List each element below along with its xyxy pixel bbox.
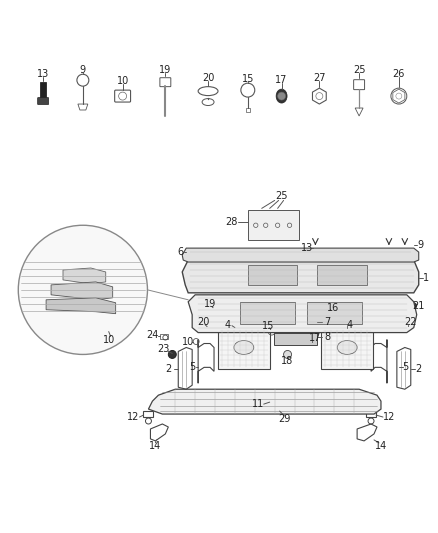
Text: 15: 15 xyxy=(261,321,274,330)
Text: 14: 14 xyxy=(375,441,387,451)
Bar xyxy=(160,334,168,338)
Ellipse shape xyxy=(337,341,357,354)
Bar xyxy=(274,318,318,329)
Text: 24: 24 xyxy=(146,329,159,340)
Bar xyxy=(246,108,250,112)
Text: 10: 10 xyxy=(182,336,194,346)
Text: 2: 2 xyxy=(416,365,422,374)
Polygon shape xyxy=(182,248,419,262)
Ellipse shape xyxy=(276,89,287,103)
Text: 23: 23 xyxy=(157,344,170,354)
Bar xyxy=(307,302,362,324)
Circle shape xyxy=(402,325,408,330)
Circle shape xyxy=(278,92,286,100)
Text: 13: 13 xyxy=(301,243,314,253)
Text: 5: 5 xyxy=(402,362,408,373)
Circle shape xyxy=(18,225,148,354)
Text: 6: 6 xyxy=(177,247,184,257)
Text: 14: 14 xyxy=(149,441,162,451)
Bar xyxy=(218,328,270,369)
Text: 29: 29 xyxy=(279,414,291,424)
Bar xyxy=(321,328,373,369)
Text: 2: 2 xyxy=(165,365,171,374)
Circle shape xyxy=(283,351,292,358)
Bar xyxy=(248,211,300,240)
Text: 4: 4 xyxy=(346,320,352,329)
Text: 25: 25 xyxy=(353,65,365,75)
Text: 26: 26 xyxy=(392,69,405,79)
Text: 7: 7 xyxy=(324,317,330,327)
Text: 11: 11 xyxy=(251,399,264,409)
Ellipse shape xyxy=(234,341,254,354)
Text: 13: 13 xyxy=(37,69,49,79)
Text: 22: 22 xyxy=(405,317,417,327)
Text: 15: 15 xyxy=(242,74,254,84)
Text: 17: 17 xyxy=(276,75,288,85)
Bar xyxy=(274,333,318,344)
Text: 19: 19 xyxy=(159,65,171,75)
Text: 10: 10 xyxy=(102,335,115,344)
Polygon shape xyxy=(40,82,46,98)
Circle shape xyxy=(307,338,312,344)
Text: 8: 8 xyxy=(324,332,330,342)
Text: 9: 9 xyxy=(80,65,86,75)
Text: 17: 17 xyxy=(309,333,321,343)
Text: 21: 21 xyxy=(413,301,425,311)
Text: 12: 12 xyxy=(383,412,395,422)
Text: 19: 19 xyxy=(204,299,216,309)
Polygon shape xyxy=(188,295,417,333)
Text: 18: 18 xyxy=(282,357,294,366)
Text: 9: 9 xyxy=(418,240,424,250)
Bar xyxy=(240,302,294,324)
Text: 10: 10 xyxy=(117,76,129,86)
Circle shape xyxy=(203,324,211,332)
Text: 20: 20 xyxy=(197,317,209,327)
Text: 4: 4 xyxy=(225,320,231,329)
Bar xyxy=(248,265,297,285)
Text: 28: 28 xyxy=(226,217,238,227)
Polygon shape xyxy=(46,298,116,314)
FancyBboxPatch shape xyxy=(38,98,49,104)
Bar xyxy=(318,265,367,285)
Polygon shape xyxy=(63,268,106,284)
Polygon shape xyxy=(148,389,381,414)
Circle shape xyxy=(411,303,417,309)
Text: 27: 27 xyxy=(313,73,325,83)
Polygon shape xyxy=(51,282,113,300)
Text: 12: 12 xyxy=(127,412,140,422)
Text: 1: 1 xyxy=(423,273,429,283)
Text: 20: 20 xyxy=(202,73,214,83)
Text: 5: 5 xyxy=(189,362,195,373)
Text: 25: 25 xyxy=(276,191,288,201)
Circle shape xyxy=(168,351,176,358)
Text: 16: 16 xyxy=(327,303,339,313)
Polygon shape xyxy=(182,260,419,293)
